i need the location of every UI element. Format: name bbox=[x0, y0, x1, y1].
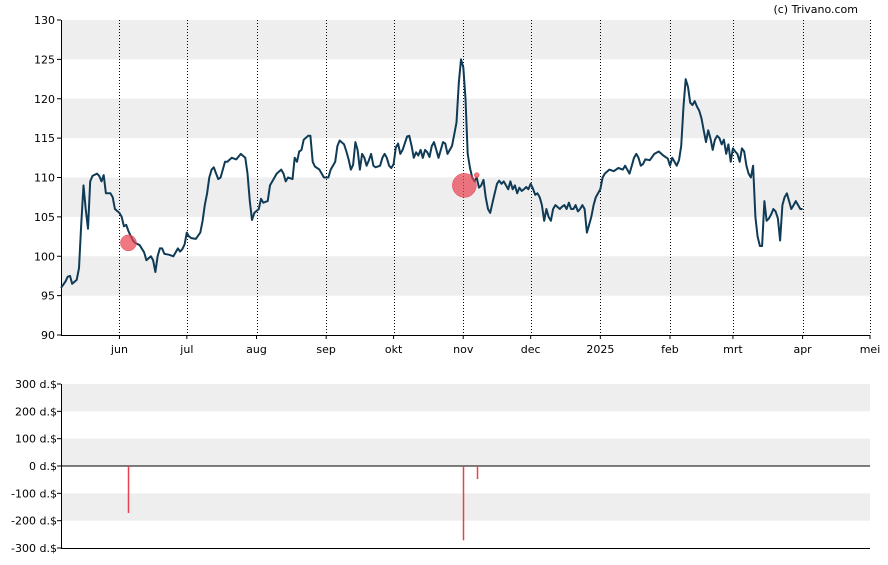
x-tick-label-mrt: mrt bbox=[723, 343, 743, 356]
x-axis-labels: jun jul aug sep okt nov dec 2025 feb mrt apr mei bbox=[110, 335, 880, 356]
volume-band bbox=[61, 384, 870, 412]
y-tick-label: 130 bbox=[34, 14, 55, 27]
x-tick-label-dec: dec bbox=[521, 343, 541, 356]
price-band bbox=[61, 256, 870, 296]
y-tick-label: 90 bbox=[41, 329, 55, 342]
volume-bands bbox=[61, 384, 870, 521]
event-marker bbox=[452, 173, 477, 198]
x-tick-label-okt: okt bbox=[385, 343, 403, 356]
price-band bbox=[61, 20, 870, 60]
x-tick-label-jun: jun bbox=[110, 343, 128, 356]
event-markers bbox=[120, 172, 480, 252]
event-marker bbox=[120, 234, 137, 252]
y-tick-label: 125 bbox=[34, 53, 55, 66]
y-tick-label: 120 bbox=[34, 93, 55, 106]
price-series-line bbox=[60, 58, 803, 289]
axes bbox=[61, 20, 870, 549]
x-tick-label-feb: feb bbox=[661, 343, 679, 356]
x-tick-label-nov: nov bbox=[453, 343, 474, 356]
volume-tick-label: 100 d.$ bbox=[15, 433, 57, 446]
x-tick-label-mei: mei bbox=[860, 343, 881, 356]
event-marker bbox=[473, 172, 480, 178]
x-tick-label-2025: 2025 bbox=[586, 343, 614, 356]
y-tick-label: 100 bbox=[34, 250, 55, 263]
volume-band bbox=[61, 493, 870, 521]
x-tick-label-sep: sep bbox=[316, 343, 335, 356]
x-tick-label-jul: jul bbox=[179, 343, 193, 356]
volume-y-axis-labels: 300 d.$ 200 d.$ 100 d.$ 0 d.$ -100 d.$ -200 d… bbox=[11, 378, 61, 555]
price-bands bbox=[61, 20, 870, 296]
y-tick-label: 110 bbox=[34, 172, 55, 185]
y-tick-label: 105 bbox=[34, 211, 55, 224]
volume-band bbox=[61, 438, 870, 466]
volume-tick-label: -200 d.$ bbox=[11, 515, 57, 528]
volume-tick-label: 200 d.$ bbox=[15, 405, 57, 418]
volume-tick-label: -300 d.$ bbox=[11, 542, 57, 555]
x-tick-label-apr: apr bbox=[793, 343, 812, 356]
y-tick-label: 115 bbox=[34, 132, 55, 145]
volume-tick-label: 0 d.$ bbox=[29, 460, 57, 473]
credit-label: (c) Trivano.com bbox=[773, 3, 858, 16]
price-y-axis-labels: 90 95 100 105 110 115 120 125 130 bbox=[34, 14, 61, 342]
x-tick-label-aug: aug bbox=[246, 343, 267, 356]
y-tick-label: 95 bbox=[41, 290, 55, 303]
volume-tick-label: 300 d.$ bbox=[15, 378, 57, 391]
volume-bars bbox=[127, 466, 479, 541]
volume-tick-label: -100 d.$ bbox=[11, 487, 57, 500]
